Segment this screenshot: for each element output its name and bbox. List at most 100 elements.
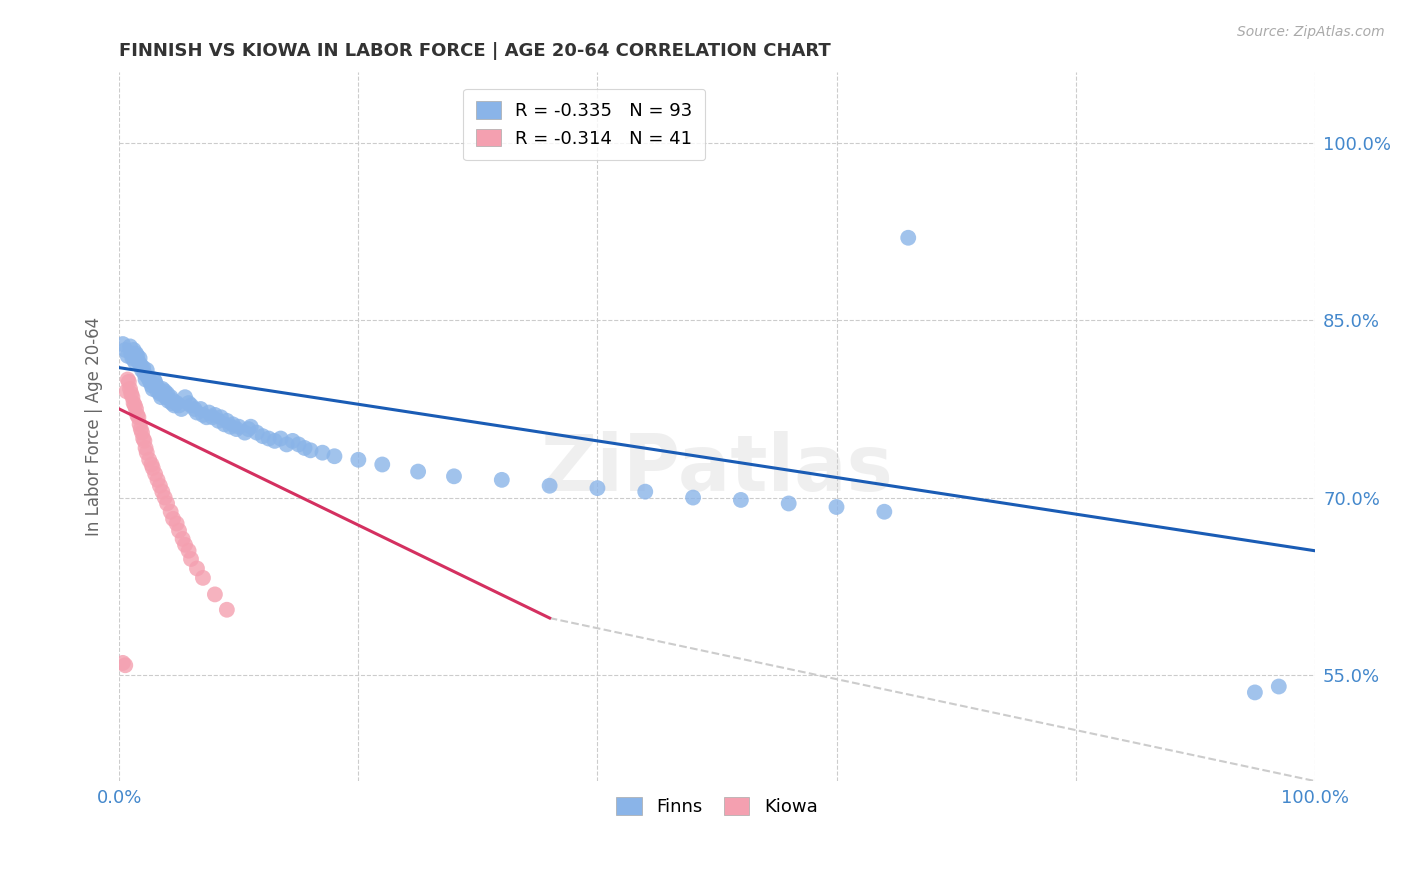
Point (191, 571, 214, 585)
Point (491, 473, 513, 487)
Point (153, 384, 176, 399)
Point (153, 491, 176, 505)
Point (538, 479, 561, 493)
Point (142, 461, 165, 475)
Point (183, 402, 205, 417)
Point (111, 656, 134, 670)
Point (125, 402, 148, 417)
Point (186, 405, 208, 419)
Point (132, 432, 155, 446)
Point (121, 351, 143, 366)
Point (219, 419, 242, 434)
Point (155, 390, 177, 404)
Point (143, 467, 166, 481)
Point (311, 446, 333, 460)
Point (114, 658, 136, 673)
Point (135, 441, 157, 455)
Point (124, 399, 146, 413)
Legend: Finns, Kiowa: Finns, Kiowa (607, 789, 827, 825)
Point (118, 339, 141, 353)
Point (263, 434, 285, 448)
Point (127, 408, 149, 422)
Point (270, 432, 292, 446)
Text: ZiPatlas: ZiPatlas (540, 431, 893, 508)
Point (204, 408, 226, 422)
Point (120, 386, 142, 401)
Y-axis label: In Labor Force | Age 20-64: In Labor Force | Age 20-64 (86, 318, 103, 536)
Point (135, 363, 157, 377)
Point (174, 538, 197, 552)
Point (778, 496, 800, 510)
Point (129, 422, 152, 436)
Point (180, 552, 202, 566)
Point (180, 399, 202, 413)
Point (174, 390, 197, 404)
Point (156, 386, 179, 401)
Point (443, 469, 465, 483)
Point (139, 375, 162, 389)
Point (1244, 685, 1267, 699)
Point (127, 355, 149, 369)
Point (287, 437, 309, 451)
Point (132, 360, 155, 375)
Point (170, 402, 193, 417)
Point (634, 484, 657, 499)
Point (195, 410, 218, 425)
Point (125, 346, 148, 360)
Point (177, 396, 200, 410)
Point (114, 343, 136, 357)
Point (148, 382, 170, 396)
Point (406, 465, 429, 479)
Point (730, 492, 752, 507)
Point (190, 402, 212, 417)
Point (252, 429, 274, 443)
Point (191, 408, 214, 422)
Point (159, 505, 181, 519)
Point (1268, 680, 1291, 694)
Point (215, 414, 238, 428)
Point (209, 410, 232, 425)
Point (166, 516, 188, 531)
Point (163, 399, 186, 413)
Point (897, 231, 920, 245)
Point (135, 372, 157, 386)
Point (294, 441, 316, 455)
Point (122, 343, 145, 357)
Point (177, 543, 200, 558)
Text: FINNISH VS KIOWA IN LABOR FORCE | AGE 20-64 CORRELATION CHART: FINNISH VS KIOWA IN LABOR FORCE | AGE 20… (120, 42, 831, 60)
Point (201, 410, 224, 425)
Point (682, 491, 704, 505)
Point (149, 386, 172, 401)
Point (159, 390, 181, 404)
Point (162, 512, 184, 526)
Point (117, 372, 139, 386)
Point (238, 422, 260, 436)
Point (142, 382, 165, 396)
Point (127, 349, 149, 363)
Point (117, 349, 139, 363)
Point (276, 437, 298, 451)
Point (204, 587, 226, 601)
Point (281, 434, 304, 448)
Point (143, 375, 166, 389)
Point (118, 375, 141, 389)
Point (129, 359, 152, 373)
Point (134, 434, 156, 448)
Point (160, 396, 183, 410)
Point (146, 473, 169, 487)
Point (233, 425, 256, 440)
Point (246, 425, 269, 440)
Point (162, 393, 184, 408)
Point (157, 393, 180, 408)
Point (121, 390, 143, 404)
Point (299, 443, 322, 458)
Point (131, 363, 153, 377)
Point (152, 386, 174, 401)
Point (214, 417, 236, 432)
Point (115, 384, 138, 399)
Point (222, 417, 245, 432)
Point (136, 370, 159, 384)
Point (257, 432, 280, 446)
Point (186, 561, 208, 575)
Point (156, 496, 179, 510)
